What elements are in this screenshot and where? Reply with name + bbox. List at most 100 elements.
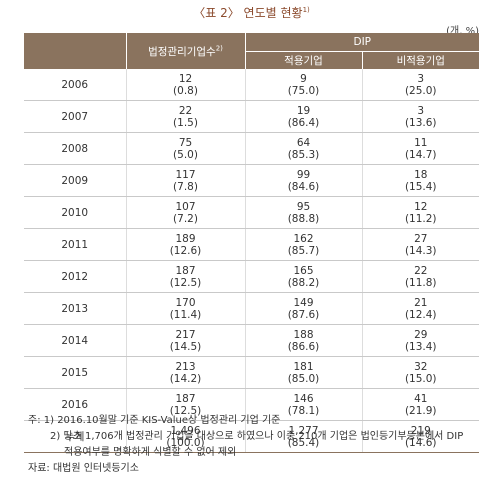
dip-not-applied-cell: 21 (12.4) xyxy=(361,292,479,325)
dip-applied-percent: (86.6) xyxy=(287,340,320,353)
footnote-1: 주: 1) 2016.10월말 기준 KIS-Value상 법정관리 기업 기준 xyxy=(28,415,281,426)
dip-applied-percent: (85.0) xyxy=(287,372,320,385)
table-row: 2016 187 (12.5) 146 (78.1) 41 (21.9) xyxy=(24,388,479,421)
companies-percent: (12.5) xyxy=(169,404,202,417)
dip-applied-value: 1,277 xyxy=(288,424,319,437)
year-value: 2014 xyxy=(61,334,89,347)
dip-applied-value: 165 xyxy=(293,264,314,277)
dip-not-applied-cell: 29 (13.4) xyxy=(361,324,479,357)
companies-percent: (7.8) xyxy=(173,180,198,193)
companies-value: 213 xyxy=(175,360,196,373)
header-not-applied: 비적용기업 xyxy=(361,51,479,69)
dip-applied-cell: 188 (86.6) xyxy=(244,324,362,357)
companies-value: 12 xyxy=(178,72,193,85)
footnotes: 주: 1) 2016.10월말 기준 KIS-Value상 법정관리 기업 기준… xyxy=(28,413,493,477)
companies-percent: (11.4) xyxy=(169,308,202,321)
dip-not-applied-value: 32 xyxy=(414,360,428,373)
year-cell: 2007 xyxy=(24,100,126,133)
dip-not-applied-value: 21 xyxy=(414,296,428,309)
dip-not-applied-percent: (13.4) xyxy=(404,340,437,353)
year-value: 2011 xyxy=(61,238,89,251)
dip-not-applied-value: 219 xyxy=(410,424,431,437)
dip-not-applied-cell: 18 (15.4) xyxy=(361,164,479,197)
companies-value: 22 xyxy=(178,104,193,117)
companies-percent: (5.0) xyxy=(173,148,198,161)
companies-percent: (0.8) xyxy=(173,84,198,97)
companies-value: 170 xyxy=(175,296,196,309)
dip-applied-value: 19 xyxy=(296,104,311,117)
dip-applied-cell: 9 (75.0) xyxy=(244,69,362,101)
total-row: 누계 1,496 (100.0) 1,277 (85.4) 219 (14.6) xyxy=(24,420,479,453)
dip-not-applied-percent: (21.9) xyxy=(404,404,437,417)
dip-applied-value: 162 xyxy=(293,232,314,245)
dip-applied-cell: 95 (88.8) xyxy=(244,196,362,229)
companies-percent: (12.6) xyxy=(169,244,202,257)
year-cell: 2009 xyxy=(24,164,126,197)
dip-applied-value: 149 xyxy=(293,296,314,309)
data-table: 법정관리기업수2) DIP 적용기업 비적용기업 2006 12 (0.8) 9 (75… xyxy=(24,33,479,453)
dip-applied-cell: 146 (78.1) xyxy=(244,388,362,421)
table-row: 2010 107 (7.2) 95 (88.8) 12 (11.2) xyxy=(24,196,479,229)
dip-applied-percent: (88.2) xyxy=(287,276,320,289)
header-col-companies-label: 법정관리기업수 xyxy=(148,45,216,58)
dip-not-applied-value: 22 xyxy=(414,264,428,277)
dip-applied-cell: 181 (85.0) xyxy=(244,356,362,389)
year-value: 2015 xyxy=(61,366,89,379)
dip-not-applied-percent: (14.7) xyxy=(404,148,437,161)
source-note: 자료: 대법원 인터넷등기소 xyxy=(28,463,139,474)
companies-value: 187 xyxy=(175,392,196,405)
dip-applied-percent: (88.8) xyxy=(287,212,320,225)
title-footnote-marker: 1) xyxy=(302,6,310,14)
companies-percent: (1.5) xyxy=(173,116,198,129)
dip-not-applied-percent: (15.0) xyxy=(404,372,437,385)
year-cell: 2010 xyxy=(24,196,126,229)
year-value: 2013 xyxy=(61,302,89,315)
year-cell: 2014 xyxy=(24,324,126,357)
dip-not-applied-percent: (14.3) xyxy=(404,244,437,257)
companies-value: 1,496 xyxy=(170,424,201,437)
year-cell: 2006 xyxy=(24,69,126,101)
footnote-2: 2) 당초 1,706개 법정관리 기업을 대상으로 하였으나 이중 210개 … xyxy=(50,431,464,442)
companies-percent: (14.5) xyxy=(169,340,202,353)
companies-cell: 170 (11.4) xyxy=(125,292,245,325)
dip-applied-value: 9 xyxy=(300,72,307,85)
table-body: 2006 12 (0.8) 9 (75.0) 3 (25.0) 2007 22 (1.5) 19 (8… xyxy=(24,69,479,453)
dip-applied-value: 99 xyxy=(296,168,311,181)
dip-applied-percent: (85.7) xyxy=(287,244,320,257)
footnote-2-continued: 적용여부를 명확하게 식별할 수 없어 제외 xyxy=(64,447,237,458)
companies-percent: (100.0) xyxy=(166,436,205,449)
header-corner xyxy=(24,33,126,69)
year-cell: 2015 xyxy=(24,356,126,389)
dip-not-applied-cell: 12 (11.2) xyxy=(361,196,479,229)
dip-not-applied-percent: (14.6) xyxy=(404,436,437,449)
table-row: 2006 12 (0.8) 9 (75.0) 3 (25.0) xyxy=(24,69,479,101)
year-value: 2009 xyxy=(61,174,89,187)
dip-not-applied-value: 3 xyxy=(417,72,425,85)
dip-not-applied-percent: (11.8) xyxy=(404,276,437,289)
table-row: 2012 187 (12.5) 165 (88.2) 22 (11.8) xyxy=(24,260,479,293)
companies-cell: 12 (0.8) xyxy=(125,69,245,101)
year-cell: 2013 xyxy=(24,292,126,325)
companies-value: 189 xyxy=(175,232,196,245)
dip-applied-value: 64 xyxy=(296,136,311,149)
year-value: 2007 xyxy=(61,110,89,123)
dip-applied-percent: (84.6) xyxy=(287,180,320,193)
year-value: 2006 xyxy=(61,78,89,91)
dip-not-applied-percent: (15.4) xyxy=(404,180,437,193)
dip-applied-cell: 19 (86.4) xyxy=(244,100,362,133)
dip-not-applied-cell: 219 (14.6) xyxy=(361,420,479,453)
year-cell: 누계 xyxy=(24,420,126,453)
companies-cell: 75 (5.0) xyxy=(125,132,245,165)
table-row: 2007 22 (1.5) 19 (86.4) 3 (13.6) xyxy=(24,100,479,133)
companies-value: 75 xyxy=(178,136,193,149)
dip-not-applied-value: 27 xyxy=(414,232,428,245)
dip-not-applied-cell: 32 (15.0) xyxy=(361,356,479,389)
dip-not-applied-percent: (12.4) xyxy=(404,308,437,321)
year-value: 2008 xyxy=(61,142,89,155)
dip-applied-cell: 149 (87.6) xyxy=(244,292,362,325)
companies-value: 117 xyxy=(175,168,196,181)
dip-not-applied-cell: 22 (11.8) xyxy=(361,260,479,293)
dip-applied-cell: 162 (85.7) xyxy=(244,228,362,261)
dip-not-applied-percent: (13.6) xyxy=(404,116,437,129)
year-value: 2010 xyxy=(61,206,89,219)
